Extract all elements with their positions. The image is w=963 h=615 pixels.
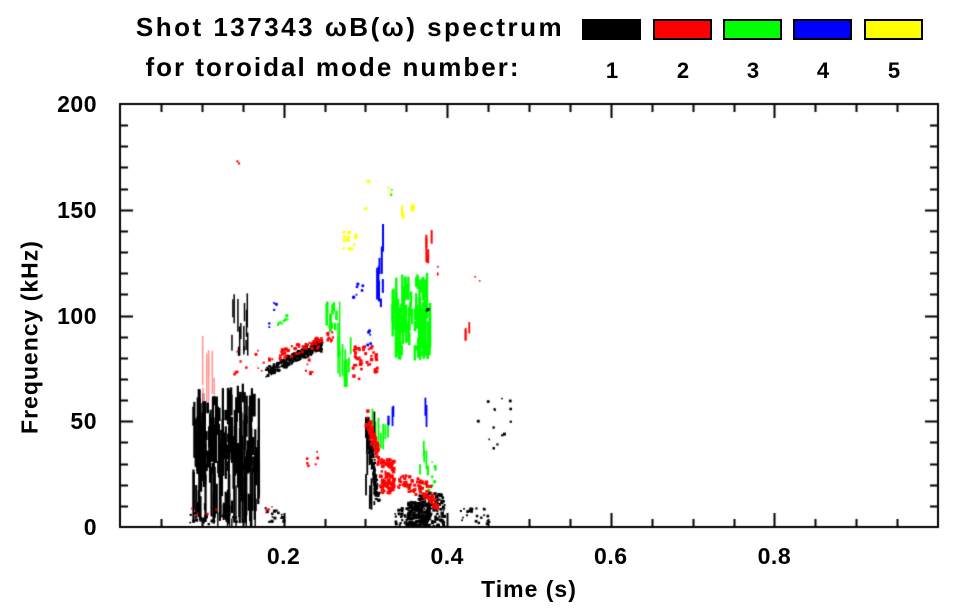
y-axis-title: Frequency (kHz) xyxy=(16,240,43,434)
y-tick-label: 0 xyxy=(83,514,97,540)
legend-swatch-mode-5 xyxy=(864,19,923,40)
x-tick-label: 0.8 xyxy=(757,543,792,569)
x-tick-label: 0.6 xyxy=(594,543,628,569)
legend-label-mode-2: 2 xyxy=(676,58,690,83)
y-tick-label: 150 xyxy=(57,196,97,223)
x-tick-label: 0.2 xyxy=(266,543,301,569)
y-tick-label: 50 xyxy=(70,408,97,435)
legend-swatch-mode-4 xyxy=(793,19,852,40)
mode-legend: 1 2 3 4 5 xyxy=(0,0,963,90)
legend-swatch-mode-3 xyxy=(723,19,782,40)
legend-swatch-mode-1 xyxy=(582,19,641,40)
legend-label-mode-1: 1 xyxy=(605,58,619,83)
x-axis-title: Time (s) xyxy=(481,576,577,602)
legend-label-mode-3: 3 xyxy=(746,58,760,83)
legend-swatch-mode-2 xyxy=(653,19,712,40)
y-tick-label: 200 xyxy=(57,91,97,117)
x-tick-label: 0.4 xyxy=(430,543,464,569)
chart-title-line1: Shot 137343 ωB(ω) spectrum xyxy=(135,12,565,42)
legend-label-mode-4: 4 xyxy=(816,58,830,83)
y-tick-label: 100 xyxy=(57,302,97,329)
chart-title-line2: for toroidal mode number: xyxy=(145,52,521,82)
legend-label-mode-5: 5 xyxy=(887,58,901,83)
